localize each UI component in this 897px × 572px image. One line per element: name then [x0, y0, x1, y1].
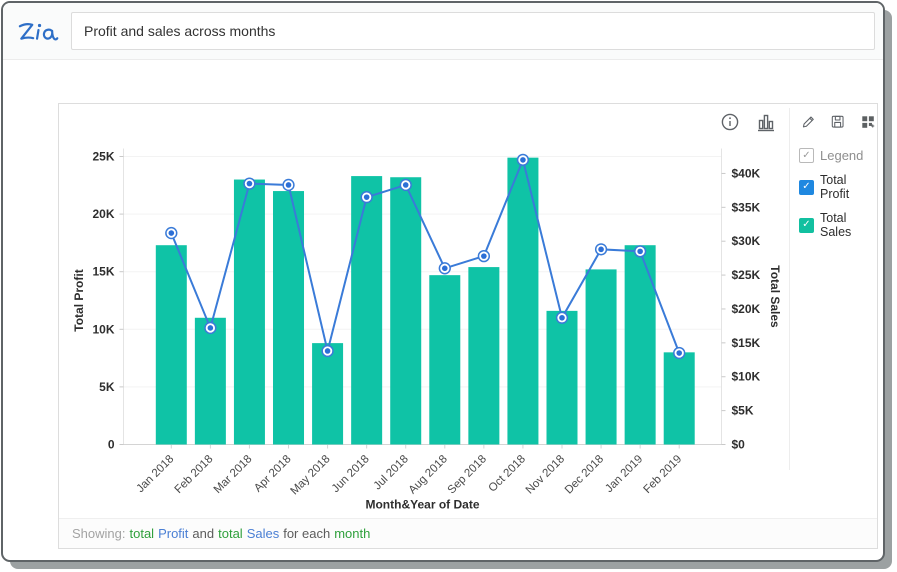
legend-toggle[interactable]: ✓ Legend	[799, 148, 875, 163]
chart-actions	[799, 108, 875, 132]
right-axis-tick: $10K	[732, 370, 761, 384]
point-core	[168, 230, 175, 236]
edit-button[interactable]	[801, 112, 816, 132]
legend-item-total-sales[interactable]: ✓ Total Sales	[799, 211, 875, 239]
zia-logo	[18, 23, 59, 41]
x-axis-tick: Mar 2018	[212, 453, 255, 496]
bar-Apr 2018[interactable]	[273, 191, 305, 445]
x-axis-title: Month&Year of Date	[365, 498, 479, 512]
zia-query-input[interactable]	[71, 12, 875, 50]
total-sales-checkbox[interactable]: ✓	[799, 217, 814, 233]
x-axis-tick: Sep 2018	[446, 453, 489, 496]
left-axis-tick: 10K	[92, 322, 114, 336]
chart-toolbar	[720, 112, 776, 132]
x-axis-tick: Aug 2018	[407, 453, 450, 496]
x-axis-tick: Feb 2018	[173, 453, 216, 496]
legend-title: Legend	[820, 148, 864, 163]
point-core	[598, 246, 604, 253]
add-to-dashboard-button[interactable]	[860, 112, 875, 132]
x-axis-tick: Jan 2019	[603, 453, 645, 495]
point-core	[481, 253, 487, 259]
point-core	[363, 194, 370, 200]
add-to-dashboard-icon	[861, 116, 874, 129]
chart-type-icon	[758, 114, 774, 132]
point-core	[520, 157, 526, 163]
bar-Dec 2018[interactable]	[585, 269, 617, 445]
x-axis-tick: Nov 2018	[524, 453, 567, 496]
save-icon	[832, 116, 844, 128]
right-axis-tick: $15K	[732, 336, 761, 350]
left-axis-tick: 25K	[92, 150, 114, 164]
bar-May 2018[interactable]	[312, 343, 344, 445]
bar-Jul 2018[interactable]	[390, 177, 422, 445]
x-axis-tick: Oct 2018	[487, 453, 528, 494]
point-core	[246, 180, 253, 187]
x-axis-tick: Apr 2018	[252, 453, 293, 494]
summary-prefix: Showing:	[72, 526, 126, 541]
bar-Jan 2018[interactable]	[155, 245, 187, 445]
bar-Jun 2018[interactable]	[351, 176, 383, 445]
right-axis-tick: $25K	[732, 268, 761, 282]
summary-suffix: for each	[283, 526, 331, 541]
point-core	[207, 325, 214, 331]
bar-Aug 2018[interactable]	[429, 275, 461, 445]
legend-item-label: Total Sales	[820, 211, 852, 239]
right-axis-tick: $30K	[732, 234, 761, 248]
info-icon	[721, 113, 739, 131]
chart-summary-bar: Showing: total Profit and total Sales fo…	[59, 518, 877, 548]
x-axis-tick: Dec 2018	[563, 453, 606, 496]
point-core	[402, 182, 409, 188]
right-axis-tick: $5K	[732, 404, 754, 418]
legend-item-label: Total Profit	[820, 173, 850, 201]
chart-type-button[interactable]	[756, 112, 776, 132]
left-axis-title: Total Profit	[72, 269, 86, 331]
summary-sales: Sales	[246, 526, 280, 541]
point-core	[441, 265, 448, 272]
legend-item-total-profit[interactable]: ✓ Total Profit	[799, 173, 875, 201]
save-button[interactable]	[830, 112, 845, 132]
point-core	[324, 348, 331, 354]
x-axis-tick: Jan 2018	[134, 453, 176, 495]
left-axis-tick: 15K	[92, 265, 114, 279]
right-axis-tick: $40K	[732, 166, 761, 180]
bar-Nov 2018[interactable]	[546, 310, 578, 445]
point-core	[285, 182, 292, 188]
bar-Sep 2018[interactable]	[468, 267, 500, 445]
x-axis-tick: Jun 2018	[330, 453, 372, 495]
app-window: 0 5K 10K 15K 20K 25K $0 $5K $10K $15K $20K $25K $30K…	[1, 1, 885, 562]
point-core	[559, 314, 565, 321]
edit-icon	[802, 116, 814, 128]
left-axis-tick: 0	[108, 438, 115, 452]
right-axis-title: Total Sales	[768, 265, 782, 328]
left-axis-tick: 5K	[99, 380, 115, 394]
legend-checkbox[interactable]: ✓	[799, 148, 814, 163]
info-button[interactable]	[720, 112, 740, 132]
right-axis-tick: $20K	[732, 302, 761, 316]
point-core	[637, 248, 643, 255]
summary-profit: Profit	[158, 526, 189, 541]
right-axis-tick: $0	[732, 438, 746, 452]
bar-Feb 2019[interactable]	[663, 352, 695, 445]
x-axis-tick: Jul 2018	[372, 453, 411, 492]
summary-conj: and	[192, 526, 215, 541]
bar-Mar 2018[interactable]	[233, 179, 265, 445]
right-axis-tick: $35K	[732, 200, 761, 214]
point-core	[676, 350, 683, 356]
summary-month: month	[334, 526, 371, 541]
summary-total-1: total	[129, 526, 155, 541]
chart-card: 0 5K 10K 15K 20K 25K $0 $5K $10K $15K $20K $25K $30K…	[58, 103, 878, 549]
combo-chart[interactable]: 0 5K 10K 15K 20K 25K $0 $5K $10K $15K $20K $25K $30K…	[59, 104, 804, 516]
legend: ✓ Legend ✓ Total Profit ✓ Total Sales	[799, 148, 875, 239]
bar-Feb 2018[interactable]	[194, 317, 226, 445]
total-profit-checkbox[interactable]: ✓	[799, 179, 814, 195]
left-axis-tick: 20K	[92, 207, 114, 221]
x-axis-tick: Feb 2019	[641, 453, 684, 496]
total-sales-line	[170, 156, 681, 354]
top-bar	[3, 3, 883, 60]
bar-Jan 2019[interactable]	[624, 245, 656, 445]
summary-total-2: total	[218, 526, 243, 541]
legend-panel: ✓ Legend ✓ Total Profit ✓ Total Sales	[789, 108, 875, 470]
x-axis-tick: May 2018	[288, 453, 332, 497]
